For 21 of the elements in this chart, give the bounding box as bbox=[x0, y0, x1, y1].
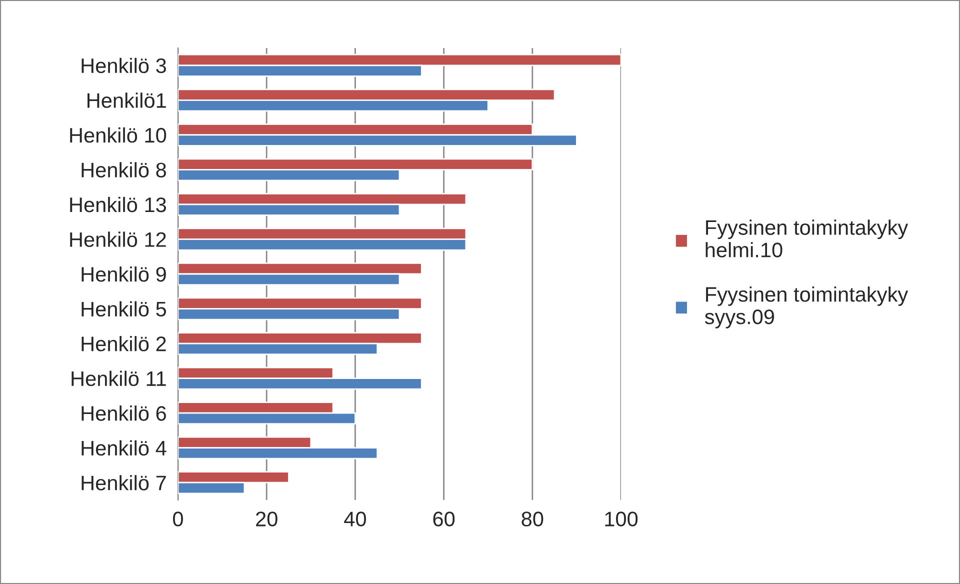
x-tick-label: 60 bbox=[433, 512, 455, 526]
y-tick-label: Henkilö 2 bbox=[82, 336, 166, 352]
legend-label: Fyysinen toimintakyky helmi.10 bbox=[706, 220, 908, 258]
y-tick-label: Henkilö 6 bbox=[82, 406, 166, 421]
y-tick-label: Henkilö 9 bbox=[82, 266, 166, 282]
y-tick-label: Henkilö 7 bbox=[82, 475, 166, 490]
x-tick-label: 100 bbox=[605, 512, 638, 526]
y-tick-label: Henkilö 12 bbox=[70, 232, 166, 247]
y-tick-label: Henkilö 5 bbox=[82, 301, 166, 317]
legend-label: Fyysinen toimintakyky syys.09 bbox=[704, 286, 908, 328]
x-tick-label: 80 bbox=[522, 512, 544, 526]
x-tick-label: 0 bbox=[173, 512, 183, 526]
y-tick-label: Henkilö 3 bbox=[82, 58, 166, 74]
x-tick-label: 20 bbox=[256, 512, 278, 526]
y-tick-label: Henkilö 11 bbox=[72, 370, 166, 386]
x-tick-label: 40 bbox=[344, 512, 366, 526]
y-tick-label: Henkilö 13 bbox=[70, 196, 166, 212]
y-tick-label: Henkilö 10 bbox=[70, 127, 166, 143]
y-tick-label: Henkilö 4 bbox=[82, 440, 166, 456]
y-tick-label: Henkilö 8 bbox=[82, 162, 166, 178]
y-tick-label: Henkilö1 bbox=[88, 92, 166, 108]
